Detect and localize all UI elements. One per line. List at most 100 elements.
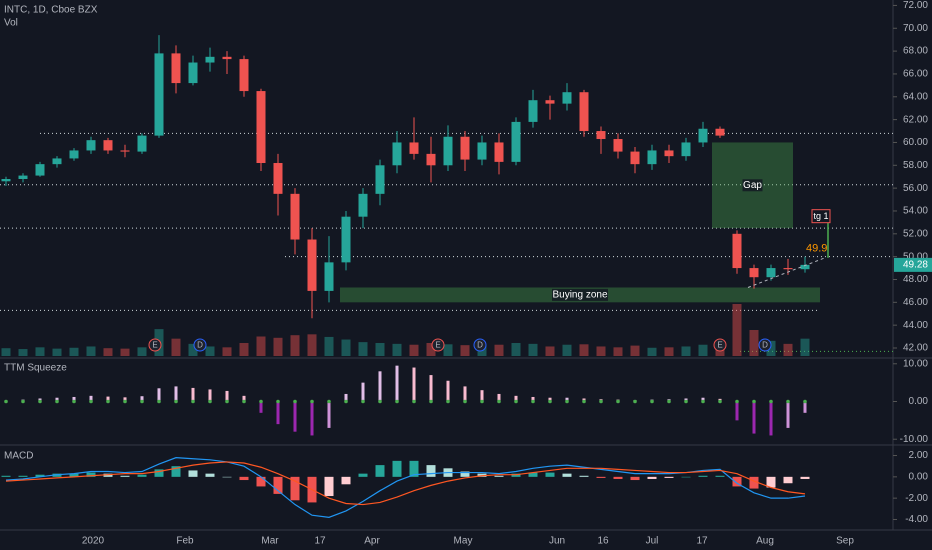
event-label: E <box>435 341 440 350</box>
candle-body <box>698 128 708 143</box>
candle-body <box>579 92 589 132</box>
volume-bar <box>630 345 640 356</box>
ttm-bar <box>429 375 433 402</box>
macd-hist <box>290 476 300 501</box>
candle-body <box>273 163 283 194</box>
volume-bar <box>494 344 504 356</box>
candle-body <box>35 164 45 176</box>
event-marker <box>148 338 162 352</box>
squeeze-dot <box>259 399 263 404</box>
volume-bar <box>664 347 674 356</box>
x-tick-label: Mar <box>261 536 279 547</box>
macd-hist <box>273 476 283 494</box>
macd-hist <box>239 476 249 481</box>
candle-body <box>239 59 249 92</box>
candle-body <box>426 153 436 166</box>
event-marker <box>758 338 772 352</box>
ttm-bar <box>123 397 127 402</box>
squeeze-dot <box>310 399 314 404</box>
candle-body <box>664 150 674 157</box>
squeeze-dot <box>242 399 246 404</box>
x-tick-label: 17 <box>696 536 708 547</box>
candle-body <box>511 121 521 162</box>
squeeze-dot <box>361 399 365 404</box>
candle-body <box>613 139 623 152</box>
volume-bar <box>562 344 572 356</box>
ttm-bar <box>72 396 76 402</box>
zone-label-bg <box>552 288 608 301</box>
candle-body <box>460 136 470 160</box>
macd-line <box>5 457 806 518</box>
volume-bar <box>103 348 113 356</box>
zone-label: Buying zone <box>552 290 607 301</box>
macd-hist <box>137 474 147 477</box>
candle-body <box>681 142 691 157</box>
volume-bar <box>120 348 130 356</box>
ttm-bar <box>89 395 93 402</box>
ttm-bar <box>276 401 280 425</box>
y-tick-label: 70.00 <box>903 23 928 34</box>
ttm-bar <box>140 396 144 402</box>
squeeze-dot <box>463 399 467 404</box>
y-tick-label: 48.00 <box>903 274 928 285</box>
candle-body <box>205 56 215 63</box>
y-tick-label: 56.00 <box>903 183 928 194</box>
macd-hist <box>494 475 504 477</box>
y-tick-label: 52.00 <box>903 228 928 239</box>
macd-hist <box>222 476 232 478</box>
zone-label-bg <box>742 179 763 192</box>
squeeze-dot <box>412 399 416 404</box>
x-tick-label: 2020 <box>82 536 105 547</box>
x-tick-label: May <box>454 536 473 547</box>
squeeze-dot <box>667 399 671 404</box>
candle-body <box>188 62 198 84</box>
volume-bar <box>1 348 11 356</box>
macd-hist <box>18 475 28 477</box>
y-tick-label: 64.00 <box>903 91 928 102</box>
ttm-bar <box>548 397 552 402</box>
squeeze-dot <box>208 399 212 404</box>
squeeze-dot <box>140 399 144 404</box>
candle-body <box>630 151 640 165</box>
volume-bar <box>205 346 215 356</box>
ttm-bar <box>769 401 773 436</box>
ttm-bar <box>106 396 110 402</box>
volume-bar <box>358 342 368 356</box>
macd-hist <box>392 460 402 477</box>
macd-hist <box>681 476 691 478</box>
squeeze-dot <box>497 399 501 404</box>
zone-label: Gap <box>743 180 762 191</box>
ttm-bar <box>446 380 450 402</box>
candle-body <box>154 53 164 136</box>
ttm-bar <box>242 395 246 402</box>
ttm-bar <box>259 401 263 413</box>
signal-line <box>5 461 806 506</box>
squeeze-dot <box>106 399 110 404</box>
candle-body <box>120 150 130 152</box>
squeeze-dot <box>599 399 603 404</box>
squeeze-dot <box>514 399 518 404</box>
last-price-bg <box>894 257 932 272</box>
volume-bar <box>273 337 283 356</box>
macd-hist <box>715 475 725 477</box>
macd-hist <box>630 476 640 481</box>
macd-hist <box>664 476 674 478</box>
y-tick-label: -4.00 <box>905 514 928 525</box>
macd-hist <box>579 475 589 477</box>
volume-bar <box>613 347 623 356</box>
y-tick-label: 68.00 <box>903 46 928 57</box>
volume-bar <box>596 346 606 356</box>
squeeze-dot <box>174 399 178 404</box>
volume-bar <box>460 345 470 356</box>
volume-bar <box>18 349 28 356</box>
y-tick-label: 72.00 <box>903 0 928 11</box>
candle-body <box>749 268 759 278</box>
ttm-bar <box>463 386 467 402</box>
candle-body <box>783 268 793 270</box>
macd-hist <box>426 465 436 477</box>
y-tick-label: 0.00 <box>909 471 929 482</box>
macd-hist <box>749 476 759 489</box>
y-tick-label: 54.00 <box>903 206 928 217</box>
squeeze-dot <box>55 399 59 404</box>
macd-hist <box>154 469 164 477</box>
